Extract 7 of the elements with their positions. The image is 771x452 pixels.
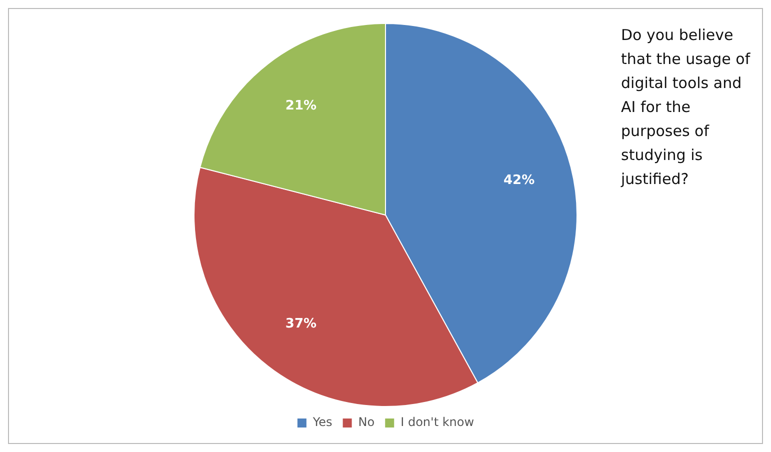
legend-label: No (358, 415, 375, 430)
data-label: 37% (285, 316, 317, 332)
data-label: 21% (285, 98, 317, 114)
legend-label: I don't know (400, 415, 474, 430)
text: Do you believe that the usage of digital tools and AI for the purposes of studying is justified? (621, 25, 752, 190)
legend-label: Yes (312, 415, 332, 430)
data-label: 42% (503, 173, 535, 188)
